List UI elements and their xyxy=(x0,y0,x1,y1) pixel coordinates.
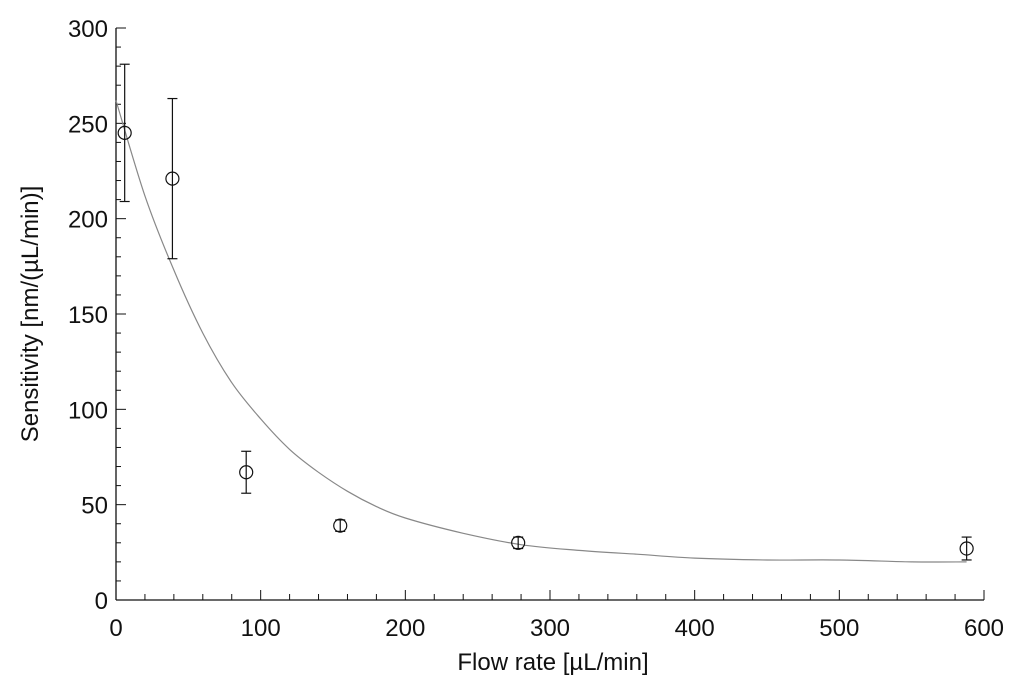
x-tick-label: 100 xyxy=(241,615,281,642)
y-tick-label: 100 xyxy=(68,397,108,424)
axes: 0 100 200 300 400 500 600 0 50 100 150 200 250 300 xyxy=(68,16,1004,642)
y-tick-label: 150 xyxy=(68,302,108,329)
y-tick-label: 50 xyxy=(81,493,108,520)
data-point xyxy=(239,465,254,480)
y-tick-label: 300 xyxy=(68,16,108,43)
x-tick-label: 500 xyxy=(819,615,859,642)
y-axis-label: Sensitivity [nm/(µL/min)] xyxy=(17,186,44,443)
x-tick-label: 400 xyxy=(675,615,715,642)
x-tick-label: 300 xyxy=(530,615,570,642)
x-tick-label: 200 xyxy=(385,615,425,642)
data-point xyxy=(333,518,348,533)
points-layer xyxy=(117,63,974,561)
y-tick-label: 200 xyxy=(68,207,108,234)
x-tick-label: 600 xyxy=(964,615,1004,642)
data-point xyxy=(165,171,180,186)
x-tick-label: 0 xyxy=(109,615,122,642)
x-axis-label: Flow rate [µL/min] xyxy=(457,649,648,676)
fit-layer xyxy=(115,100,967,563)
y-tick-label: 250 xyxy=(68,111,108,138)
y-tick-label: 0 xyxy=(95,588,108,615)
data-point xyxy=(959,541,974,556)
data-point xyxy=(117,125,132,140)
fit-curve xyxy=(115,100,967,563)
data-point xyxy=(511,535,526,550)
